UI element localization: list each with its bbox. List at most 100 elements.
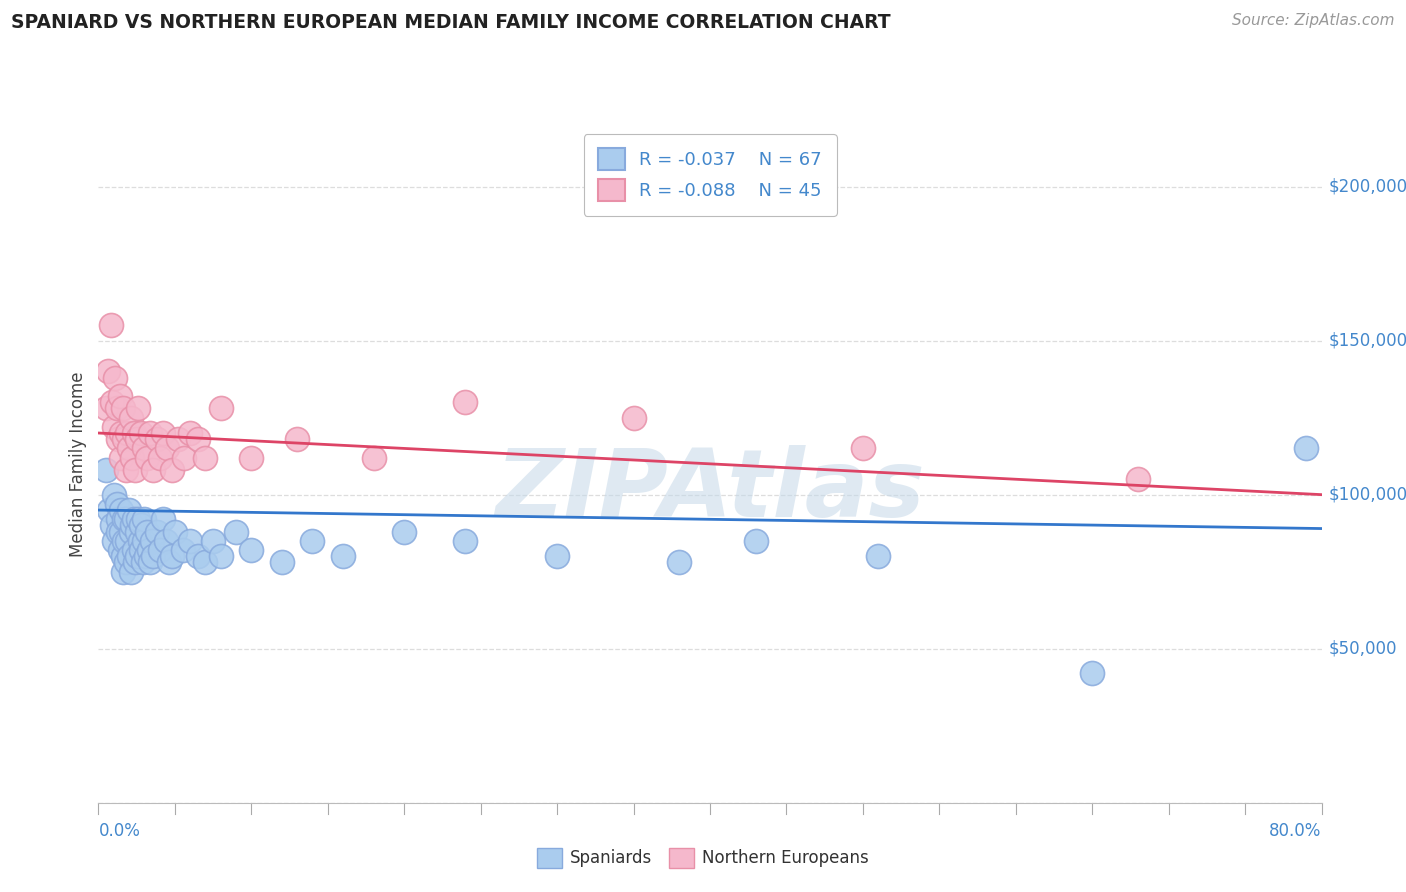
Point [122,425,145,440]
Point [160,463,183,477]
Point [868,549,890,564]
Point [118,442,141,456]
Point [108,543,131,558]
Point [120,410,142,425]
Point [124,556,146,570]
Point [745,533,768,548]
Point [122,512,145,526]
Point [129,543,152,558]
Text: SPANIARD VS NORTHERN EUROPEAN MEDIAN FAMILY INCOME CORRELATION CHART: SPANIARD VS NORTHERN EUROPEAN MEDIAN FAM… [11,13,891,32]
Point [121,518,143,533]
Point [110,503,132,517]
Point [152,425,174,440]
Point [135,549,157,564]
Point [187,432,209,446]
Point [97,364,120,378]
Point [117,533,139,548]
Point [101,395,124,409]
Point [132,556,155,570]
Point [668,556,690,570]
Point [111,549,134,564]
Point [155,533,177,548]
Point [301,533,323,548]
Point [127,512,149,526]
Y-axis label: Median Family Income: Median Family Income [69,371,87,557]
Point [108,389,131,403]
Point [98,503,121,517]
Point [120,565,142,579]
Text: $150,000: $150,000 [1329,332,1406,350]
Point [332,549,354,564]
Point [179,425,201,440]
Point [127,401,149,416]
Point [128,533,150,548]
Point [157,556,180,570]
Point [623,410,645,425]
Point [124,463,146,477]
Point [270,556,292,570]
Point [107,432,129,446]
Point [240,450,263,465]
Point [173,450,195,465]
Point [142,549,165,564]
Text: ZIPAtlas: ZIPAtlas [495,445,925,537]
Point [163,524,186,539]
Point [103,533,125,548]
Point [139,556,162,570]
Text: $50,000: $50,000 [1329,640,1398,657]
Point [122,543,145,558]
Point [115,512,138,526]
Text: 0.0%: 0.0% [98,822,141,840]
Point [225,524,247,539]
Point [209,549,232,564]
Point [117,425,139,440]
Point [112,512,135,526]
Point [115,463,138,477]
Legend: Spaniards, Northern Europeans: Spaniards, Northern Europeans [530,841,876,875]
Point [138,543,160,558]
Point [1295,442,1317,456]
Point [240,543,263,558]
Point [363,450,385,465]
Point [194,556,217,570]
Point [129,518,152,533]
Point [187,549,209,564]
Point [111,401,134,416]
Point [107,512,129,526]
Point [94,401,117,416]
Point [121,450,143,465]
Point [111,565,134,579]
Point [112,432,135,446]
Point [105,497,128,511]
Point [145,432,167,446]
Point [1081,666,1104,681]
Point [160,549,183,564]
Point [172,543,194,558]
Point [110,425,132,440]
Text: $100,000: $100,000 [1329,485,1406,504]
Point [142,463,165,477]
Point [120,524,142,539]
Point [100,318,122,333]
Point [103,420,125,434]
Point [179,533,201,548]
Point [202,533,225,548]
Legend: R = -0.037    N = 67, R = -0.088    N = 45: R = -0.037 N = 67, R = -0.088 N = 45 [583,134,837,216]
Text: 80.0%: 80.0% [1270,822,1322,840]
Point [145,524,167,539]
Point [134,442,156,456]
Text: $200,000: $200,000 [1329,178,1406,195]
Point [129,425,152,440]
Point [125,549,148,564]
Point [134,512,156,526]
Point [94,463,117,477]
Point [112,533,135,548]
Point [139,425,162,440]
Point [454,395,477,409]
Point [156,442,179,456]
Point [101,518,124,533]
Point [454,533,477,548]
Point [104,370,127,384]
Point [546,549,568,564]
Point [194,450,217,465]
